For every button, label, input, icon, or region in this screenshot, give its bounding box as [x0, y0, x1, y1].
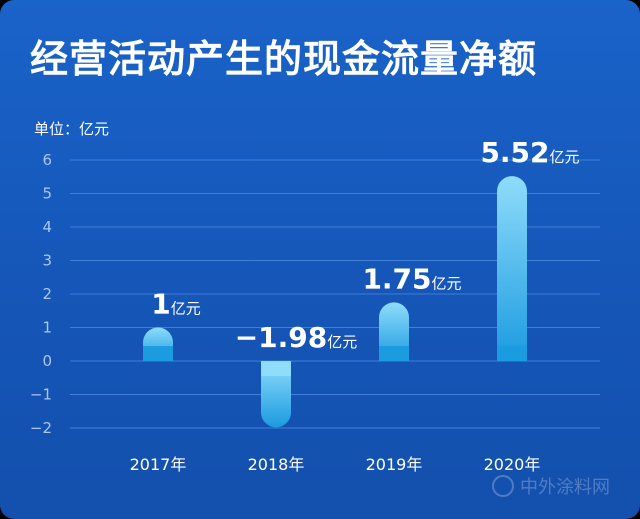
y-tick-label: 6: [42, 151, 52, 169]
watermark-text: 中外涂料网: [520, 477, 610, 498]
y-tick-label: −2: [30, 419, 52, 437]
x-category-label: 2020年: [484, 455, 541, 474]
watermark: 中外涂料网: [492, 473, 610, 499]
bar-base: [261, 361, 291, 376]
watermark-logo-icon: [492, 475, 514, 497]
x-category-label: 2017年: [130, 455, 187, 474]
y-tick-label: 3: [42, 252, 52, 270]
y-tick-label: 5: [42, 185, 52, 203]
unit-label: 单位：亿元: [34, 120, 110, 138]
bar-base: [379, 346, 409, 361]
bar-base: [497, 346, 527, 361]
y-tick-label: −1: [30, 386, 52, 404]
data-label: 5.52亿元: [480, 136, 579, 169]
data-label: 1亿元: [151, 288, 201, 321]
y-tick-label: 1: [42, 319, 52, 337]
bar-2020年: [497, 176, 527, 361]
y-tick-label: 0: [42, 352, 52, 370]
y-tick-label: 4: [42, 218, 52, 236]
chart-title: 经营活动产生的现金流量净额: [30, 37, 538, 81]
x-category-label: 2019年: [366, 455, 423, 474]
x-category-label: 2018年: [248, 455, 305, 474]
bar-base: [143, 346, 173, 361]
y-tick-label: 2: [42, 285, 52, 303]
data-label: −1.98亿元: [235, 321, 358, 354]
data-label: 1.75亿元: [362, 262, 461, 295]
bar-2018年: [261, 361, 291, 428]
